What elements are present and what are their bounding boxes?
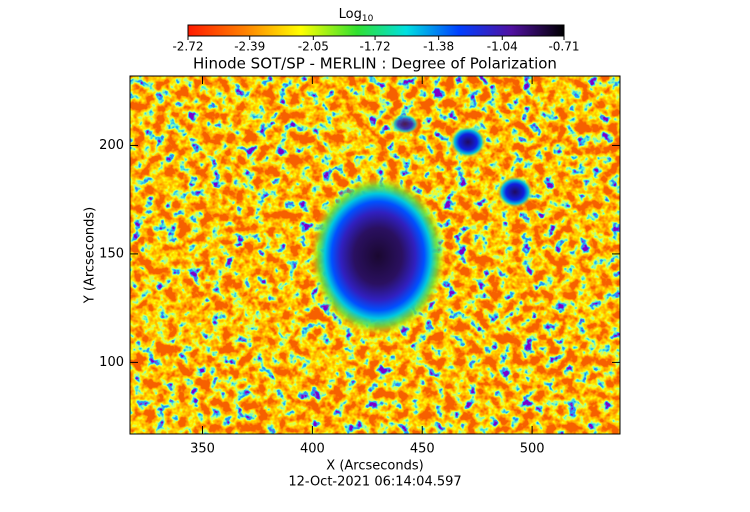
y-tick-label: 200 [99, 138, 124, 153]
y-axis-label: Y (Arcseconds) [83, 207, 98, 304]
colorbar-tick-label: -1.04 [487, 40, 518, 54]
plot-frame [129, 75, 621, 435]
timestamp: 12-Oct-2021 06:14:04.597 [288, 475, 461, 490]
colorbar-tick-label: -2.39 [234, 40, 265, 54]
colorbar-label-text: Log [339, 7, 362, 22]
colorbar-tick-label: -1.72 [360, 40, 391, 54]
colorbar-tick-label: -2.05 [298, 40, 329, 54]
colorbar-tick-label: -0.71 [548, 40, 579, 54]
x-tick-label: 350 [190, 442, 215, 457]
x-tick-label: 500 [520, 442, 545, 457]
y-tick-label: 150 [99, 246, 124, 261]
chart-title: Hinode SOT/SP - MERLIN : Degree of Polar… [193, 55, 557, 73]
x-tick-label: 450 [410, 442, 435, 457]
colorbar [187, 24, 565, 37]
colorbar-tick-label: -1.38 [423, 40, 454, 54]
colorbar-tick-label: -2.72 [172, 40, 203, 54]
y-tick-label: 100 [99, 355, 124, 370]
colorbar-label: Log10 [339, 7, 374, 24]
solar-image [130, 76, 620, 434]
colorbar-label-sub: 10 [362, 14, 374, 24]
x-tick-label: 400 [300, 442, 325, 457]
x-axis-label: X (Arcseconds) [326, 459, 423, 474]
